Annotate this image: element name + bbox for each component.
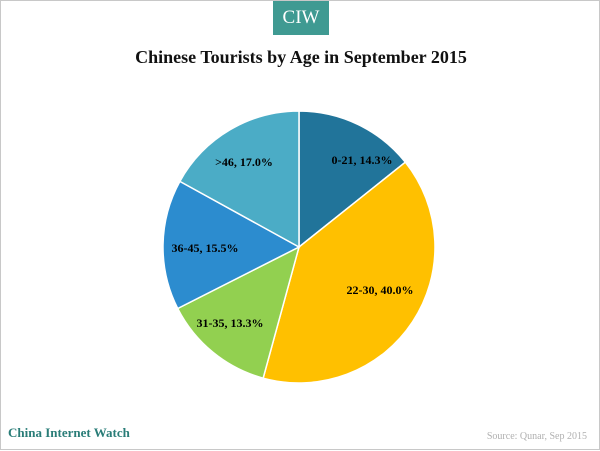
- footer-brand: China Internet Watch: [8, 425, 130, 440]
- pie-slice-3645: [162, 180, 301, 310]
- footer-source: Source: Qunar, Sep 2015: [486, 431, 587, 442]
- slice-label: 31-35, 13.3%: [197, 316, 264, 330]
- slice-label: 22-30, 40.0%: [347, 283, 414, 297]
- pie-slice-021: [298, 110, 407, 249]
- pie-slice-3135: [176, 245, 301, 380]
- pie-slice-46: [178, 110, 300, 249]
- ciw-logo-badge: CIW: [273, 1, 329, 35]
- pie-slice-2230: [262, 161, 436, 384]
- slice-label: >46, 17.0%: [215, 155, 273, 169]
- slice-label: 0-21, 14.3%: [332, 153, 393, 167]
- chart-title: Chinese Tourists by Age in September 201…: [135, 47, 467, 67]
- slice-label: 36-45, 15.5%: [172, 241, 239, 255]
